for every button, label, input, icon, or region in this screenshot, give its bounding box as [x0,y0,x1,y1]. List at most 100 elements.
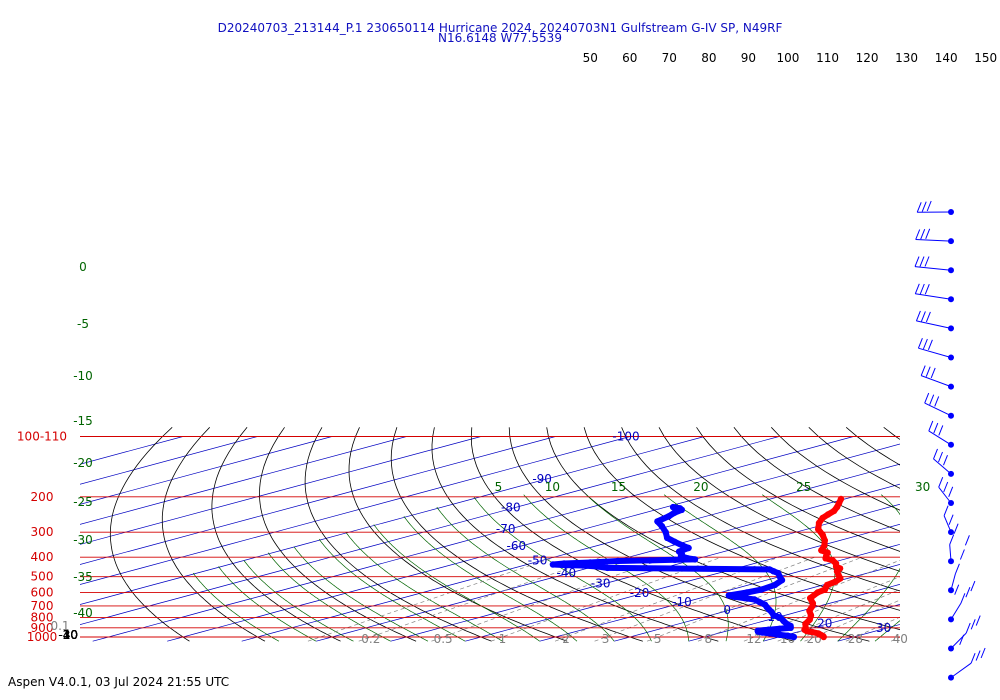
mixing-ratio-line [697,559,900,642]
wind-barb-flag [930,367,936,379]
dry-adiabat-line [921,427,1000,641]
moist-adiabat-line [523,494,690,642]
dewpoint-profile-point [677,552,685,560]
dry-adiabat-line [959,427,1000,641]
wind-barb-flag [964,535,970,546]
wind-barb-staff [918,347,952,358]
mixing-ratio-line [594,556,816,642]
dry-adiabat-line [508,427,870,642]
wind-barb [914,283,954,303]
moist-adiabat-line [837,494,900,642]
dry-adiabat-line [996,427,1000,641]
dewpoint-profile-point [787,624,794,631]
moist-adiabat-line [345,531,503,642]
isobar-label: 500 [31,570,54,584]
temperature-profile-point [832,578,839,585]
temperature-profile-point [822,555,829,562]
wind-barb-staff [924,402,952,417]
wind-barb-flag [953,523,959,534]
temperature-profile-point [806,616,813,623]
dewpoint-profile-point [684,555,691,562]
wind-barb-flag [920,311,926,322]
isotherm-label: -70 [496,522,516,536]
isotherm-line [688,583,900,642]
temperature-profile-point [821,537,828,544]
isotherm-line [241,463,900,642]
dry-adiabat-top-label: 130 [895,51,918,65]
mixing-ratio-line [358,556,602,642]
isobar-label: 700 [31,599,54,613]
dewpoint-profile-point [770,612,777,619]
chart-title-line1: D20240703_213144_P.1 230650114 Hurricane… [217,21,783,35]
mixing-ratio-label: 28 [848,632,863,646]
wind-barb-flag [926,200,932,212]
isotherm-line [80,436,705,605]
mixing-ratio-line [845,616,900,642]
moist-adiabat-line [403,516,578,642]
isotherm-label: 0 [723,603,731,617]
wind-barb-flag [970,580,976,592]
dry-adiabat-line [431,427,719,642]
wind-barb-flag [938,477,944,488]
isotherm-line [614,564,900,642]
wind-barb-flag [929,394,935,405]
isobar-label: 100-110 [17,430,67,444]
dewpoint-profile-point [776,625,783,632]
dewpoint-profile-point [725,592,732,599]
isobar-label: 400 [31,550,54,564]
moist-adiabat-left-label: -25 [73,495,93,509]
dry-adiabat-top-label: 70 [662,51,677,65]
isotherm-label: 20 [817,617,832,631]
isobar-label: 900 [31,621,54,635]
mixing-ratio-line [307,556,555,642]
wind-barb-flag [915,229,921,240]
dewpoint-profile-point [614,557,622,565]
moist-adiabat-left-label: -35 [73,570,93,584]
temperature-profile-point [809,602,816,610]
moist-adiabat-left-label: -40 [73,606,93,620]
dry-adiabat-line [211,427,341,642]
dewpoint-profile-point [562,561,569,569]
wind-barb-staff [950,662,972,679]
moist-adiabat-left-label: -30 [73,533,93,547]
moist-adiabat-line [218,566,317,642]
wind-barb-staff [915,239,952,242]
moist-adiabat-line [243,560,354,642]
mixing-ratio-label: 8 [704,632,712,646]
mixing-ratio-line [890,636,900,642]
wind-barb [948,647,986,681]
isotherm-label: -60 [507,539,527,553]
dewpoint-profile-point [594,563,601,570]
wind-barb-flag [975,650,981,661]
mixing-ratio-label: 3 [602,632,610,646]
moist-adiabat-left-label: -5 [77,317,89,331]
temperature-profile-point [819,531,826,539]
chart-title-line2: N16.6148 W77.5539 [438,31,562,45]
isobar-label: 300 [31,525,54,539]
footer-version: Aspen V4.0.1, 03 Jul 2024 21:55 UTC [8,675,230,689]
mixing-ratio-label: 0.5 [434,632,453,646]
wind-barb [938,477,954,506]
wind-barb [915,228,954,245]
isotherm-line [316,483,900,642]
mixing-ratio-label: 0.1 [50,619,69,633]
wind-barb-flag [927,339,933,350]
moist-adiabat-left-label: -10 [73,369,93,383]
isotherm-label: -30 [591,577,611,591]
isotherm-label: 30 [876,621,891,635]
dry-adiabat-line [733,427,900,532]
isotherm-label: -50 [528,554,548,568]
dewpoint-profile-point [685,544,692,552]
wind-barb-flag [960,593,966,604]
wind-barb-flag [949,534,955,545]
wind-barb-flag [943,505,949,516]
isobar-label: 1000 [27,630,58,644]
wind-barb-staff [950,573,956,591]
mixing-ratio-label: 2 [562,632,570,646]
dewpoint-profile-point [671,556,678,563]
dewpoint-profile-point [658,523,666,530]
dewpoint-profile-point [679,542,686,549]
mixing-ratio-label: 1 [499,632,507,646]
moist-adiabat-left-label: -20 [73,456,93,470]
isobar-label: 600 [31,586,54,600]
